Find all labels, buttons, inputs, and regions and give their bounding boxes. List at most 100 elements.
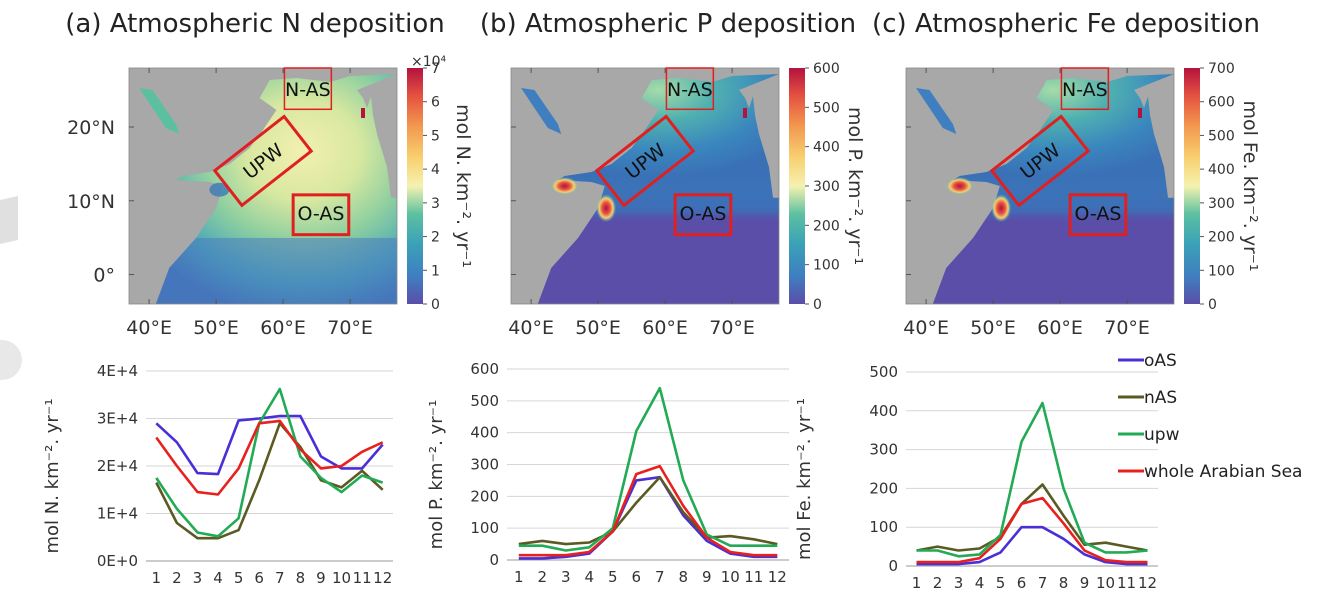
x-tick-label: 8	[678, 568, 688, 586]
map-x-tick-label: 50°E	[575, 317, 621, 339]
map-y-tick-label: 20°N	[67, 117, 115, 139]
x-tick-label: 6	[1017, 574, 1027, 592]
landmass-india	[739, 74, 779, 198]
map-x-tick-label: 60°E	[1037, 317, 1083, 339]
x-tick-label: 1	[514, 568, 524, 586]
y-tick-label: 3E+4	[97, 410, 138, 428]
region-box-upw	[594, 114, 696, 208]
colorbar	[1184, 68, 1200, 304]
y-tick-label: 500	[470, 392, 499, 410]
map-x-tick-label: 40°E	[903, 317, 949, 339]
series-line-oAS	[916, 525, 1148, 566]
deposition-hotspot	[945, 177, 974, 195]
x-tick-label: 7	[275, 569, 285, 587]
x-tick-label: 3	[193, 569, 203, 587]
y-tick-label: 100	[470, 519, 499, 537]
x-tick-label: 12	[1138, 574, 1157, 592]
series-line-upw	[916, 401, 1148, 558]
x-tick-label: 2	[933, 574, 943, 592]
series-line-nAS	[518, 475, 778, 546]
y-axis-label: mol N. km⁻². yr⁻¹	[42, 398, 63, 553]
region-label-n-as: N-AS	[667, 79, 713, 101]
y-axis-label: mol P. km⁻². yr⁻¹	[426, 400, 447, 550]
x-tick-label: 6	[631, 568, 641, 586]
colorbar	[407, 68, 423, 304]
x-tick-label: 12	[373, 569, 392, 587]
colorbar-tick-label: 700	[1208, 61, 1235, 77]
x-tick-label: 11	[744, 568, 763, 586]
coastal-maximum	[1138, 108, 1142, 118]
colorbar-tick-label: 100	[1208, 263, 1235, 279]
y-axis-label: mol Fe. km⁻². yr⁻¹	[794, 398, 815, 560]
map-x-tick-label: 40°E	[126, 317, 172, 339]
x-tick-label: 11	[1117, 574, 1136, 592]
x-tick-label: 5	[608, 568, 618, 586]
region-box-o-as	[673, 193, 733, 237]
x-tick-label: 1	[912, 574, 922, 592]
map-x-tick-label: 50°E	[970, 317, 1016, 339]
legend-label-oAS: oAS	[1144, 351, 1177, 371]
region-box-upw	[989, 114, 1091, 208]
colorbar-tick-label: 4	[431, 162, 440, 178]
map-x-tick-label: 70°E	[327, 317, 373, 339]
y-tick-label: 0E+0	[97, 552, 138, 570]
x-tick-label: 1	[152, 569, 162, 587]
colorbar-tick-label: 100	[813, 258, 840, 274]
x-tick-label: 10	[1096, 574, 1115, 592]
region-box-o-as	[291, 193, 351, 237]
series-line-whole	[155, 419, 384, 496]
red-sea	[139, 88, 180, 134]
colorbar-tick-label: 0	[813, 297, 822, 313]
x-tick-label: 5	[234, 569, 244, 587]
landmass-india	[1134, 74, 1174, 198]
x-tick-label: 12	[768, 568, 787, 586]
colorbar-tick-label: 400	[813, 140, 840, 156]
red-sea	[521, 88, 562, 134]
region-box-n-as	[665, 67, 715, 111]
x-tick-label: 7	[655, 568, 665, 586]
x-tick-label: 9	[1080, 574, 1090, 592]
colorbar-tick-label: 500	[813, 100, 840, 116]
series-line-oAS	[518, 475, 778, 560]
x-tick-label: 8	[296, 569, 306, 587]
iron-map-title: (c) Atmospheric Fe deposition	[872, 9, 1260, 39]
y-tick-label: 500	[869, 363, 898, 381]
colorbar	[789, 68, 805, 304]
phosphorus-map-title: (b) Atmospheric P deposition	[480, 9, 856, 39]
x-tick-label: 2	[537, 568, 547, 586]
x-tick-label: 9	[702, 568, 712, 586]
y-tick-label: 400	[470, 424, 499, 442]
red-sea	[916, 88, 957, 134]
region-label-n-as: N-AS	[1062, 79, 1108, 101]
left-edge-shape	[0, 196, 18, 244]
y-tick-label: 0	[888, 557, 898, 575]
map-x-tick-label: 60°E	[260, 317, 306, 339]
region-label-o-as: O-AS	[1074, 203, 1121, 225]
x-tick-label: 10	[721, 568, 740, 586]
map-y-tick-label: 10°N	[67, 191, 115, 213]
colorbar-tick-label: 0	[431, 297, 440, 313]
region-upw: UPW	[989, 114, 1091, 208]
colorbar-tick-label: 500	[1208, 128, 1235, 144]
y-tick-label: 600	[470, 360, 499, 378]
series-line-whole	[518, 464, 778, 557]
y-tick-label: 200	[869, 479, 898, 497]
colorbar-tick-label: 300	[1208, 196, 1235, 212]
left-edge-shape	[0, 340, 22, 380]
x-tick-label: 7	[1038, 574, 1048, 592]
y-tick-label: 400	[869, 402, 898, 420]
series-line-nAS	[155, 421, 384, 540]
map-x-tick-label: 70°E	[709, 317, 755, 339]
colorbar-tick-label: 300	[813, 179, 840, 195]
y-tick-label: 300	[470, 456, 499, 474]
region-box-o-as	[1068, 193, 1128, 237]
colorbar-label: mol Fe. km⁻². yr⁻¹	[1239, 100, 1261, 271]
map-frame	[128, 67, 398, 305]
map-frame	[510, 67, 780, 305]
coastal-maximum	[361, 108, 365, 118]
x-tick-label: 4	[213, 569, 223, 587]
